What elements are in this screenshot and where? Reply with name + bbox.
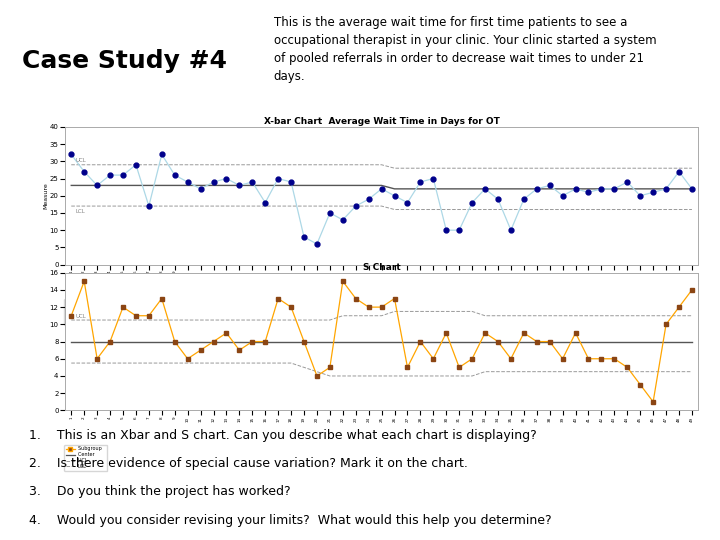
Legend: Subgroup   , Center   , UCL   , LCL: Subgroup , Center , UCL , LCL: [64, 445, 107, 471]
Text: 3.    Do you think the project has worked?: 3. Do you think the project has worked?: [29, 485, 290, 498]
Text: Case Study #4: Case Study #4: [22, 49, 227, 72]
Text: UCL: UCL: [75, 314, 86, 319]
Title: S Chart: S Chart: [363, 263, 400, 272]
Y-axis label: Measure: Measure: [43, 183, 48, 209]
Text: 1.    This is an Xbar and S chart. Can you describe what each chart is displayin: 1. This is an Xbar and S chart. Can you …: [29, 429, 536, 442]
Text: LCL: LCL: [75, 209, 85, 214]
Text: UCL: UCL: [75, 158, 86, 163]
Title: X-bar Chart  Average Wait Time in Days for OT: X-bar Chart Average Wait Time in Days fo…: [264, 117, 500, 126]
Text: 4.    Would you consider revising your limits?  What would this help you determi: 4. Would you consider revising your limi…: [29, 514, 552, 526]
Legend: Subgroup   , Center   , UCL   , LCL: Subgroup , Center , UCL , LCL: [64, 299, 107, 325]
Text: 2.    Is there evidence of special cause variation? Mark it on the chart.: 2. Is there evidence of special cause va…: [29, 457, 468, 470]
Text: This is the average wait time for first time patients to see a
occupational ther: This is the average wait time for first …: [274, 16, 656, 83]
